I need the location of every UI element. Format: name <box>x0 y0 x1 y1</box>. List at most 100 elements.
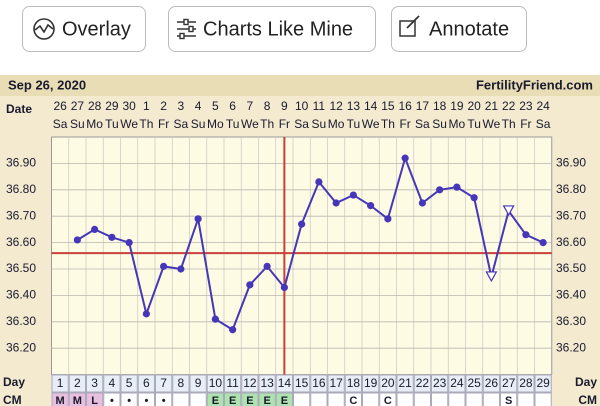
cm-cell <box>206 392 224 406</box>
temperature-point <box>315 178 323 186</box>
cm-cell <box>534 392 552 406</box>
date-label: 24 <box>536 99 550 113</box>
temperature-point <box>91 225 99 233</box>
y-tick-label-right: 36.20 <box>556 340 586 354</box>
weekday-label: Su <box>70 117 85 131</box>
weekday-label: Tu <box>467 117 481 131</box>
site-name: FertilityFriend.com <box>476 77 593 92</box>
cm-cell <box>500 392 518 406</box>
day-cell <box>293 374 311 393</box>
chart-date: Sep 26, 2020 <box>8 77 86 92</box>
day-cell <box>310 374 328 393</box>
cm-value: • <box>110 395 114 406</box>
temperature-point <box>453 183 461 191</box>
day-cell <box>482 374 500 393</box>
temperature-point <box>384 215 392 223</box>
cm-value: E <box>281 395 288 406</box>
temperature-point <box>177 265 185 273</box>
cm-cell <box>431 392 449 406</box>
cm-cell <box>293 392 311 406</box>
day-number: 24 <box>450 376 464 390</box>
overlay-button[interactable]: Overlay <box>22 6 146 52</box>
cm-cell <box>120 392 138 406</box>
date-label: Date <box>6 102 32 116</box>
cm-value: E <box>263 395 270 406</box>
day-number: 8 <box>178 376 185 390</box>
day-number: 17 <box>329 376 343 390</box>
day-cell <box>344 374 362 393</box>
day-cell <box>86 374 104 393</box>
annotate-button[interactable]: Annotate <box>391 6 527 52</box>
day-cell <box>362 374 380 393</box>
y-tick-label: 36.80 <box>6 182 36 196</box>
cm-cell <box>51 392 69 406</box>
date-label: 23 <box>519 99 533 113</box>
temperature-point <box>418 199 426 207</box>
day-number: 19 <box>364 376 378 390</box>
weekday-label: Tu <box>347 117 361 131</box>
day-number: 29 <box>536 376 550 390</box>
date-label: 11 <box>313 99 326 113</box>
temperature-point <box>367 202 375 210</box>
date-label: 1 <box>143 99 150 113</box>
y-tick-label-right: 36.60 <box>556 235 586 249</box>
day-number: 14 <box>278 376 292 390</box>
weekday-label: We <box>241 117 259 131</box>
day-cell <box>206 374 224 393</box>
cm-cell <box>86 392 104 406</box>
header-band <box>0 75 600 96</box>
day-cell <box>258 374 276 393</box>
weekday-label: Mo <box>449 117 466 131</box>
day-cell <box>68 374 86 393</box>
weekday-label: Th <box>260 117 274 131</box>
overlay-icon <box>33 18 55 40</box>
y-tick-label-right: 36.40 <box>556 288 586 302</box>
temperature-point <box>229 326 237 334</box>
temperature-point <box>73 236 81 244</box>
cm-value: E <box>246 395 253 406</box>
day-number: 26 <box>485 376 499 390</box>
day-cell <box>396 374 414 393</box>
day-number: 9 <box>195 376 202 390</box>
cm-value: • <box>127 395 131 406</box>
day-number: 28 <box>519 376 533 390</box>
day-cell <box>189 374 207 393</box>
date-label: 26 <box>53 99 67 113</box>
annotate-icon <box>399 20 416 37</box>
weekday-label: Mo <box>328 117 345 131</box>
day-number: 10 <box>209 376 223 390</box>
cm-value: M <box>73 395 82 406</box>
day-number: 12 <box>243 376 257 390</box>
y-tick-label: 36.20 <box>6 340 36 354</box>
button-frame <box>391 6 527 52</box>
cm-cell <box>155 392 173 406</box>
cm-value: • <box>162 395 166 406</box>
weekday-label: Su <box>432 117 447 131</box>
cm-cell <box>275 392 293 406</box>
temperature-point <box>401 154 409 162</box>
cm-cell <box>362 392 380 406</box>
day-number: 3 <box>91 376 98 390</box>
date-label: 14 <box>364 99 378 113</box>
temperature-line <box>76 154 544 332</box>
cm-value: C <box>384 395 392 406</box>
y-tick-label-right: 36.80 <box>556 182 586 196</box>
cm-cell <box>310 392 328 406</box>
day-number: 5 <box>126 376 133 390</box>
date-label: 15 <box>381 99 395 113</box>
cm-cell <box>224 392 242 406</box>
button-label: Annotate <box>429 18 509 40</box>
day-number: 27 <box>502 376 516 390</box>
cm-cell <box>396 392 414 406</box>
cm-value: E <box>212 395 219 406</box>
weekday-label: Sa <box>415 117 430 131</box>
temperature-point <box>298 220 306 228</box>
day-cell <box>103 374 121 393</box>
temperature-point <box>211 315 219 323</box>
y-tick-label: 36.30 <box>6 314 36 328</box>
cm-cell <box>189 392 207 406</box>
sliders-icon <box>177 18 196 40</box>
charts-like-mine-button[interactable]: Charts Like Mine <box>168 6 376 52</box>
day-number: 1 <box>57 376 64 390</box>
overlay-icon-line <box>34 23 54 34</box>
